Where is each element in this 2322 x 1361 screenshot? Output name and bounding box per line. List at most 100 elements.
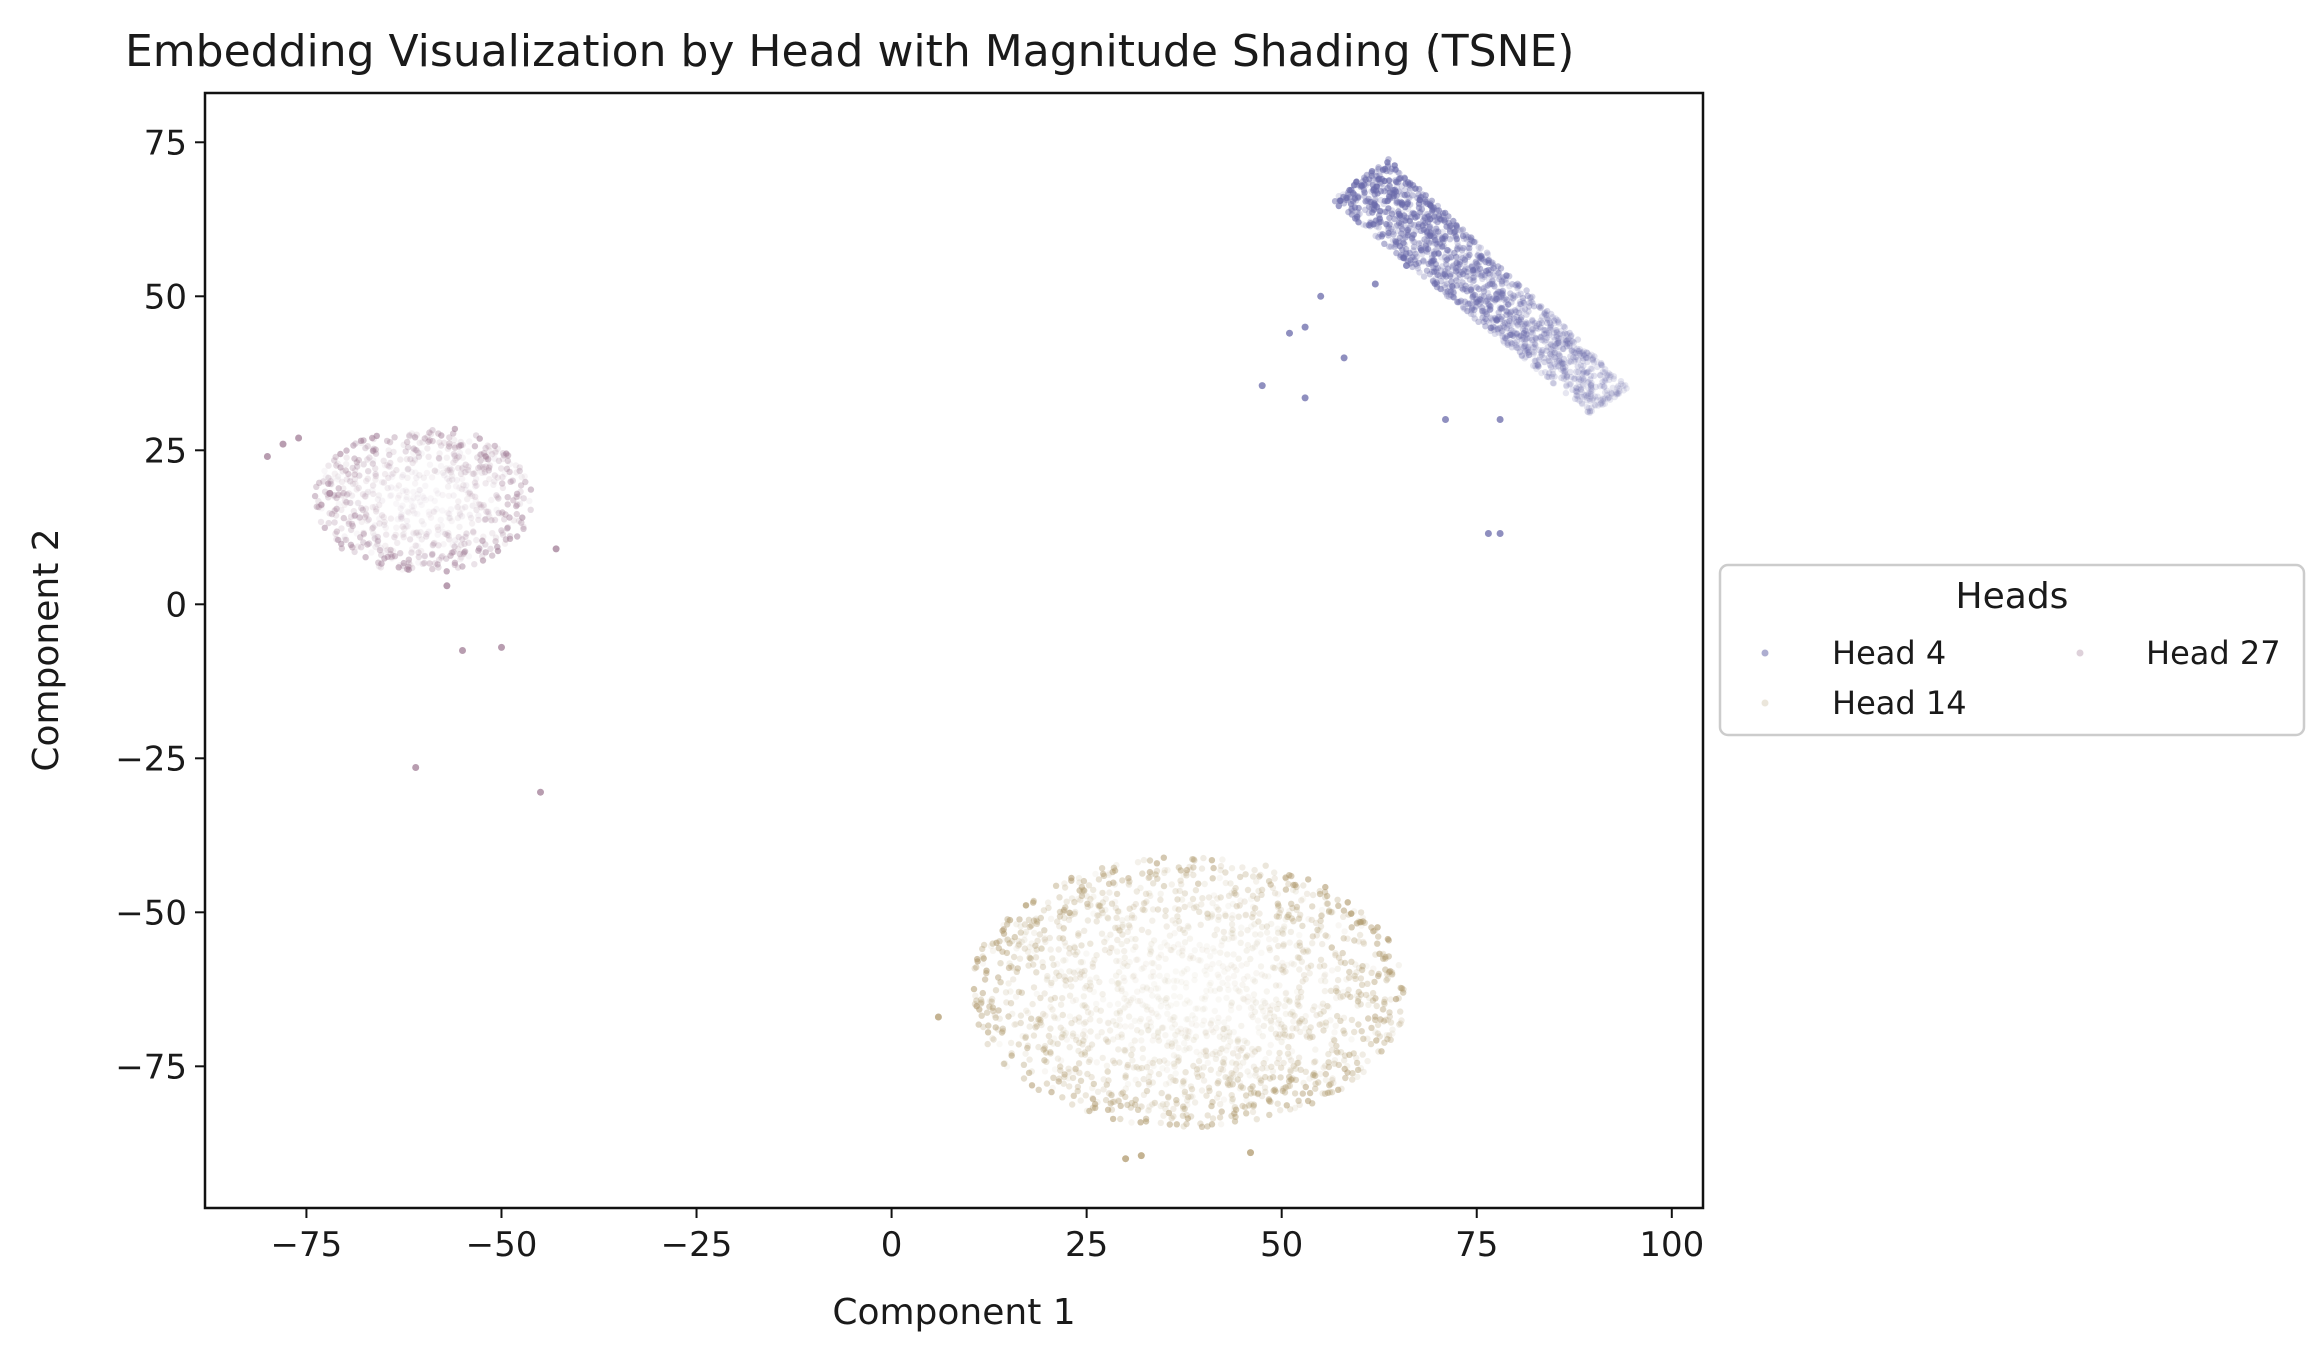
point-head-14 <box>1380 1006 1387 1013</box>
point-head-27 <box>371 532 378 539</box>
point-head-14 <box>1289 1025 1296 1032</box>
point-head-14 <box>1320 973 1328 980</box>
point-head-14 <box>1321 971 1329 978</box>
point-head-27 <box>495 457 503 464</box>
point-head-4 <box>1453 282 1461 289</box>
point-head-4 <box>1607 389 1614 396</box>
point-head-14 <box>1055 1078 1062 1085</box>
point-head-14 <box>1185 1093 1192 1101</box>
point-head-4 <box>1586 408 1594 415</box>
point-head-14 <box>1229 1050 1237 1057</box>
point-head-27 <box>420 521 427 528</box>
point-head-27 <box>412 542 419 549</box>
point-head-4 <box>1442 215 1449 222</box>
point-head-14 <box>1003 999 1010 1006</box>
point-head-27 <box>397 513 405 520</box>
point-head-14 <box>1228 999 1235 1007</box>
point-head-4 <box>1390 231 1397 238</box>
point-head-4 <box>1430 256 1437 264</box>
point-head-14 <box>1352 961 1359 968</box>
point-head-14 <box>1379 1006 1386 1013</box>
point-head-14 <box>1172 968 1180 975</box>
point-head-27 <box>431 467 438 475</box>
point-head-4 <box>1520 334 1527 341</box>
point-head-27 <box>475 512 482 519</box>
point-head-14 <box>1204 1112 1211 1119</box>
point-head-14 <box>1180 872 1187 879</box>
point-head-14 <box>1173 977 1181 985</box>
point-head-14 <box>1334 1012 1341 1020</box>
point-head-14 <box>1245 1102 1253 1109</box>
point-head-14 <box>1161 869 1168 877</box>
point-head-4 <box>1489 280 1496 288</box>
point-head-27 <box>462 468 469 476</box>
point-head-4 <box>1557 359 1564 367</box>
point-head-27 <box>470 529 477 536</box>
point-head-4 <box>1534 325 1542 332</box>
point-head-4 <box>1522 336 1529 343</box>
point-head-4 <box>1534 361 1541 369</box>
point-head-14 <box>999 1025 1006 1032</box>
legend-label-head-14: Head 14 <box>1832 684 1967 722</box>
point-head-14 <box>1296 939 1303 946</box>
point-head-14 <box>1119 921 1126 928</box>
point-head-14 <box>972 992 979 999</box>
point-head-14 <box>1163 995 1170 1002</box>
point-head-4 <box>1510 295 1517 302</box>
point-head-14 <box>1034 937 1041 944</box>
point-head-14 <box>1068 874 1075 882</box>
point-head-14 <box>1128 1041 1135 1049</box>
point-head-27 <box>517 482 525 489</box>
point-head-27 <box>343 454 350 461</box>
point-head-14 <box>1062 1030 1070 1037</box>
point-head-14 <box>1389 971 1396 978</box>
point-head-14 <box>1152 871 1159 878</box>
point-head-14 <box>1155 964 1162 971</box>
point-head-14 <box>1035 1016 1042 1023</box>
point-head-27 <box>499 509 506 516</box>
point-head-14 <box>1282 968 1289 975</box>
point-head-4 <box>1504 321 1512 328</box>
point-head-14 <box>1306 1034 1314 1041</box>
point-head-27 <box>471 443 479 450</box>
point-head-27 <box>347 499 354 507</box>
point-head-14 <box>1066 968 1073 975</box>
point-head-4 <box>1375 165 1382 173</box>
point-head-4 <box>1369 209 1376 216</box>
point-head-4 <box>1549 367 1557 374</box>
point-head-27 <box>421 559 428 567</box>
point-head-4 <box>1546 324 1554 332</box>
point-head-4 <box>1551 353 1558 361</box>
point-head-14 <box>1017 1019 1024 1027</box>
point-head-14 <box>1186 863 1193 871</box>
point-head-14 <box>1299 895 1307 903</box>
point-head-27 <box>356 472 363 479</box>
point-head-4 <box>1541 330 1548 338</box>
point-head-4 <box>1508 326 1515 334</box>
point-head-27 <box>429 427 436 434</box>
point-head-27 <box>410 494 417 502</box>
point-head-14 <box>1175 949 1183 956</box>
point-head-14 <box>1124 962 1131 970</box>
point-head-14 <box>1062 942 1069 950</box>
point-head-14 <box>1214 895 1221 902</box>
point-head-14 <box>1026 923 1034 931</box>
point-head-4 <box>1580 348 1588 355</box>
point-head-4 <box>1385 229 1392 237</box>
point-head-14 <box>1224 965 1232 972</box>
point-head-4 <box>1445 219 1452 227</box>
point-head-14 <box>1164 1010 1171 1017</box>
point-head-4 <box>1620 387 1627 394</box>
point-head-14 <box>1057 1024 1064 1031</box>
point-head-4 <box>1513 330 1521 337</box>
point-head-4 <box>1463 273 1470 280</box>
point-head-4 <box>1453 235 1461 242</box>
point-head-14 <box>1350 1050 1357 1057</box>
point-head-4 <box>1573 392 1580 399</box>
point-head-14 <box>1236 1085 1244 1092</box>
point-head-14 <box>1141 906 1148 914</box>
point-head-14 <box>1258 1092 1266 1100</box>
point-head-14 <box>987 997 994 1004</box>
point-head-4 <box>1424 245 1432 253</box>
point-head-14 <box>1355 1021 1362 1028</box>
